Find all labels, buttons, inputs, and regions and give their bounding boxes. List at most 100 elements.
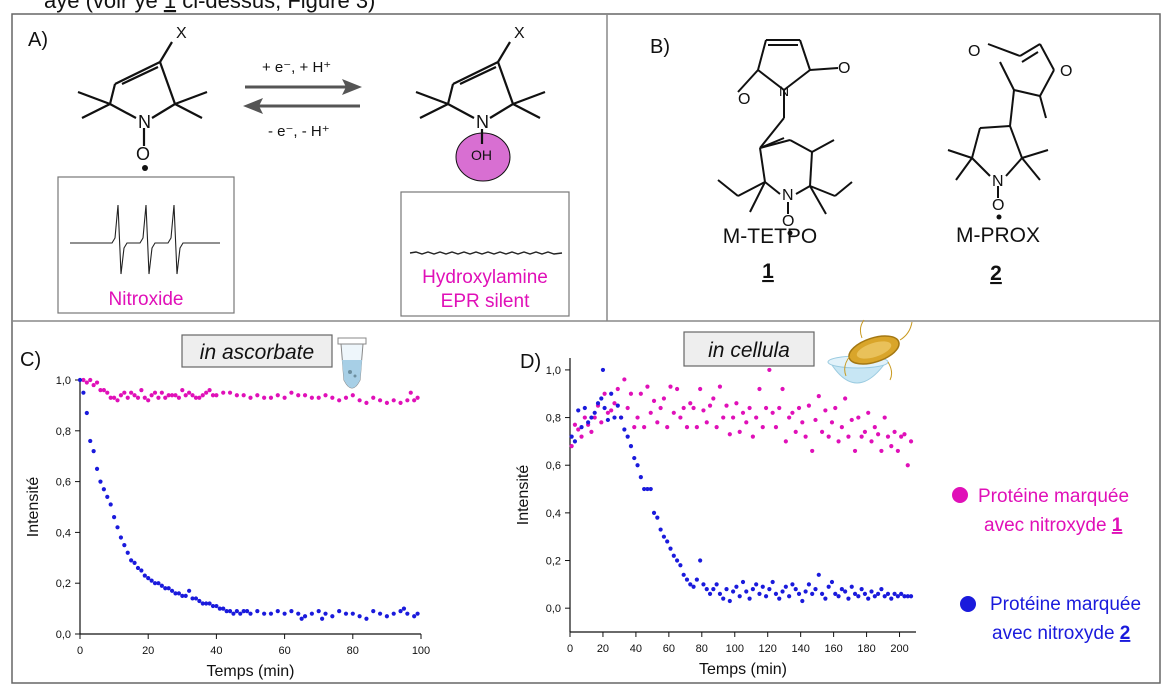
- chart-d-point-series-2: [803, 589, 808, 594]
- chart-c-point-series-2: [105, 494, 110, 499]
- chart-d-point-series-1: [688, 401, 693, 406]
- chart-d-point-series-1: [661, 396, 667, 401]
- chart-c-point-series-2: [262, 611, 267, 616]
- chart-c-point-series-1: [129, 390, 134, 395]
- chart-d-point-series-2: [661, 534, 667, 539]
- chart-c-point-series-2: [176, 591, 181, 596]
- chart-d-point-series-2: [665, 539, 670, 544]
- chart-d-point-series-1: [721, 415, 726, 420]
- chart-c-point-series-2: [343, 611, 349, 616]
- chart-c-x-tick-label: 0: [77, 645, 83, 657]
- chart-d-point-series-2: [589, 415, 594, 420]
- chart-c-point-series-2: [221, 606, 226, 611]
- chart-d-point-series-1: [622, 377, 627, 382]
- chart-c-point-series-1: [149, 393, 154, 398]
- chart-c-point-series-2: [415, 611, 420, 616]
- chart-d-point-series-1: [665, 424, 670, 430]
- chart-c-point-series-2: [139, 568, 144, 573]
- chart-d-point-series-2: [615, 403, 620, 408]
- chart-c-point-series-1: [282, 395, 287, 400]
- m-prox-o-top: O: [968, 43, 980, 60]
- chart-c-point-series-2: [77, 377, 83, 383]
- chart-d-point-series-1: [589, 429, 594, 434]
- chart-c-point-series-2: [166, 586, 171, 591]
- chart-d-point-series-2: [701, 582, 706, 587]
- chart-d-point-series-1: [763, 405, 769, 411]
- chart-d-point-series-1: [727, 432, 732, 437]
- chart-d-point-series-2: [876, 591, 881, 596]
- bacteria-dish-icon: [827, 319, 913, 384]
- m-tetpo-structure: [717, 39, 853, 215]
- legend-marker-2: [960, 596, 976, 612]
- chart-d-point-series-2: [698, 558, 703, 563]
- chart-d-point-series-1: [892, 429, 897, 434]
- chart-c-point-series-2: [91, 449, 96, 454]
- chart-d-y-label: Intensité: [515, 465, 532, 526]
- chart-d-point-series-1: [642, 424, 647, 430]
- m-prox-radical-dot: [996, 214, 1002, 220]
- chart-d-point-series-2: [787, 594, 792, 599]
- nitroxide-structure: [77, 41, 208, 146]
- chart-c-point-series-2: [412, 614, 417, 619]
- chart-d-point-series-1: [724, 403, 729, 408]
- chart-d-point-series-1: [905, 463, 910, 468]
- chart-c-point-series-2: [337, 609, 342, 614]
- chart-d-point-series-1: [796, 405, 802, 411]
- chart-d-point-series-2: [717, 591, 723, 596]
- chart-c-point-series-1: [371, 395, 376, 400]
- m-prox-n: N: [992, 173, 1004, 190]
- chart-d-point-series-2: [737, 594, 742, 599]
- chart-c-point-series-1: [248, 395, 253, 400]
- chart-c-point-series-1: [115, 398, 120, 403]
- m-prox-number: 2: [990, 262, 1002, 285]
- chart-d-point-series-1: [836, 439, 841, 444]
- chart-d-point-series-1: [645, 384, 650, 389]
- chart-c-point-series-2: [357, 614, 362, 619]
- epr-caption-nitroxide: Nitroxide: [109, 289, 184, 310]
- chart-c-point-series-1: [135, 395, 141, 400]
- chart-d-point-series-2: [767, 587, 772, 592]
- nitroxide-n: N: [138, 112, 151, 132]
- chart-d-x-tick-label: 0: [567, 643, 573, 655]
- chart-c-point-series-2: [122, 543, 127, 548]
- chart-c-point-series-1: [91, 382, 96, 388]
- chart-d-point-series-1: [760, 424, 765, 430]
- m-tetpo-name: M-TETPO: [723, 225, 818, 248]
- chart-d-point-series-2: [618, 415, 624, 420]
- chart-d-point-series-2: [704, 587, 709, 592]
- chart-c-point-series-1: [98, 388, 103, 393]
- chart-d-point-series-2: [684, 577, 690, 582]
- chart-d-point-series-2: [780, 589, 785, 594]
- chart-c-point-series-2: [118, 535, 124, 540]
- chart-c-y-tick-label: 0,8: [56, 426, 71, 438]
- chart-c-point-series-2: [156, 581, 161, 586]
- chart-c-point-series-1: [316, 395, 321, 400]
- chart-c-x-label: Temps (min): [206, 663, 294, 680]
- chart-c-y-tick-label: 1,0: [56, 375, 71, 387]
- chart-d-point-series-1: [592, 415, 597, 420]
- chart-c-y-tick-label: 0,0: [56, 629, 71, 641]
- chart-d-point-series-2: [793, 587, 798, 592]
- chart-c-point-series-2: [149, 578, 154, 583]
- chart-c-point-series-1: [412, 398, 417, 403]
- chart-d-y-tick-label: 0,8: [546, 413, 561, 425]
- chart-d-point-series-2: [777, 596, 782, 601]
- chart-d-point-series-1: [852, 448, 858, 454]
- chart-c-point-series-1: [197, 395, 202, 400]
- chart-d-point-series-2: [612, 415, 617, 420]
- chart-d-point-series-2: [645, 486, 650, 492]
- chart-d-point-series-2: [707, 591, 713, 596]
- chart-d-point-series-2: [582, 405, 587, 411]
- chart-d-title: in cellula: [708, 339, 790, 362]
- chart-d-point-series-2: [819, 591, 825, 596]
- chart-d-point-series-2: [790, 582, 795, 587]
- chart-c-x-tick-label: 40: [210, 645, 222, 657]
- chart-d-point-series-1: [882, 415, 887, 420]
- epr-spectrum-nitroxide: [70, 204, 220, 275]
- radical-dot: [142, 165, 148, 171]
- chart-d-point-series-2: [810, 591, 815, 596]
- chart-d-point-series-2: [731, 589, 736, 594]
- chart-c-point-series-1: [146, 398, 151, 403]
- chart-d-point-series-2: [628, 444, 634, 449]
- chart-d-point-series-2: [747, 596, 752, 601]
